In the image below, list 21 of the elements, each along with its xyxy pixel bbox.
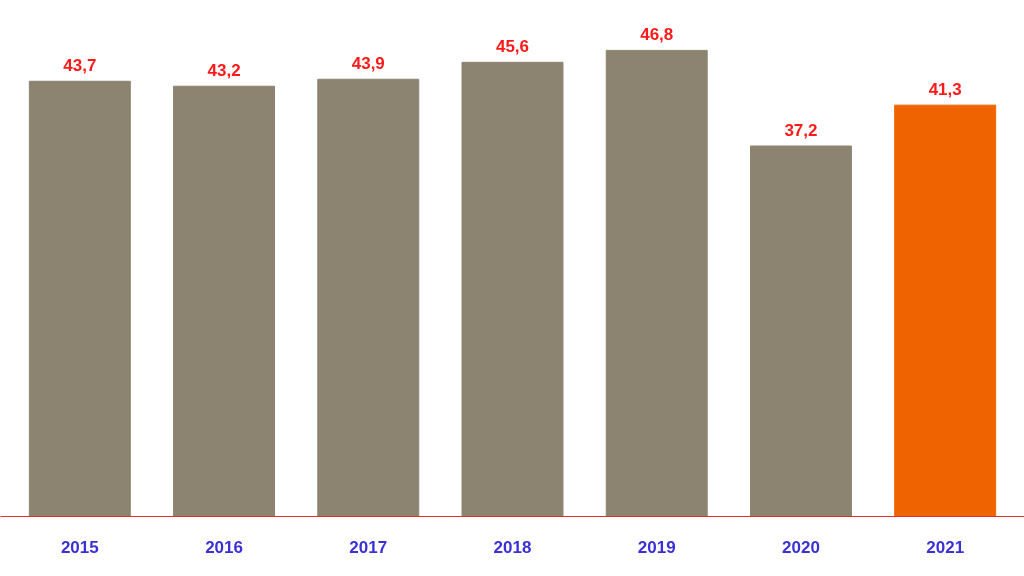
bar: [894, 104, 997, 517]
bar: [317, 78, 420, 517]
bar: [461, 61, 564, 517]
x-tick-label: 2016: [205, 537, 243, 557]
data-label: 41,3: [928, 80, 962, 100]
bar: [749, 145, 852, 517]
data-label: 43,7: [63, 56, 97, 76]
bar: [28, 80, 131, 517]
bar: [605, 49, 708, 517]
data-label: 43,9: [351, 54, 385, 74]
x-tick-label: 2020: [782, 537, 820, 557]
x-tick-label: 2021: [926, 537, 965, 557]
bar: [173, 85, 276, 517]
data-label: 46,8: [640, 25, 674, 45]
data-label: 37,2: [784, 120, 818, 140]
x-tick-label: 2019: [637, 537, 676, 557]
data-label: 43,2: [207, 61, 241, 81]
x-tick-label: 2018: [493, 537, 532, 557]
x-tick-label: 2015: [60, 537, 99, 557]
data-label: 45,6: [495, 37, 530, 57]
x-tick-label: 2017: [349, 537, 388, 557]
